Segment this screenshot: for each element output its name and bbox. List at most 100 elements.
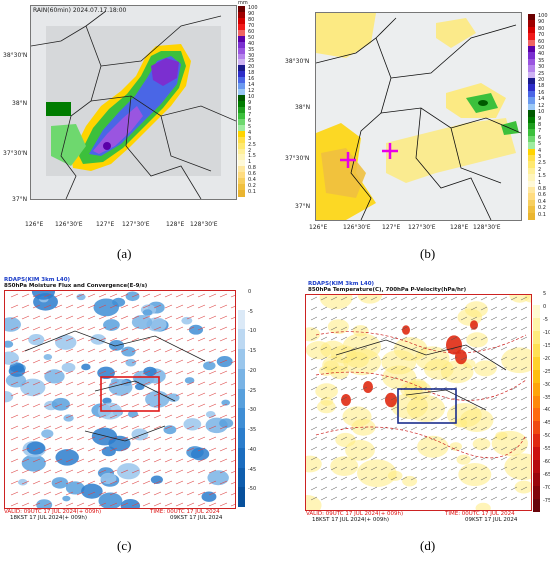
colorbar-label: -45 <box>248 466 257 473</box>
colorbar-segment <box>238 136 245 144</box>
colorbar-label: 5 <box>543 291 547 297</box>
colorbar-segment <box>533 408 540 422</box>
colorbar-segment <box>528 161 535 169</box>
colorbar-segment <box>528 103 535 111</box>
colorbar-label: 7 <box>538 128 542 135</box>
colorbar-label: 16 <box>248 76 255 83</box>
station-marker-1 <box>340 152 356 168</box>
colorbar-segment <box>528 14 535 21</box>
colorbar-segment <box>238 154 245 161</box>
colorbar-label: -10 <box>543 329 550 336</box>
colorbar-segment <box>238 95 245 102</box>
colorbar-segment <box>238 447 245 469</box>
panel-label-c: (c) <box>117 538 132 553</box>
colorbar-unit: mm <box>238 0 248 6</box>
colorbar-segment <box>238 83 245 90</box>
colorbar-segment <box>238 6 245 13</box>
colorbar-segment <box>238 408 245 429</box>
colorbar-d: 5 0 -5 -10 -15 -20 -25 -30 -35 -40 -45 -50 -55 -60 -65… <box>533 291 550 513</box>
map-a-title: RAIN(60min) 2024.07.17.18:00 <box>33 7 127 14</box>
colorbar-segment <box>533 292 540 306</box>
colorbar-segment <box>238 35 245 43</box>
colorbar-label: 0.4 <box>538 198 546 205</box>
colorbar-label: 0.2 <box>248 183 256 190</box>
lat-tick: 37°30'N <box>285 155 310 162</box>
colorbar-segment <box>528 212 535 220</box>
init-time-kst: 09KST 17 JUL 2024 <box>465 517 518 523</box>
colorbar-segment <box>533 304 540 319</box>
colorbar-segment <box>533 473 540 487</box>
colorbar-label: 0.8 <box>538 185 546 192</box>
colorbar-label: 0 <box>543 303 547 310</box>
colorbar-segment <box>528 167 535 175</box>
colorbar-segment <box>238 148 245 155</box>
colorbar-segment <box>238 11 245 19</box>
colorbar-label: -55 <box>543 446 550 453</box>
colorbar-label: 2 <box>248 147 252 154</box>
model-header: RDAPS(KIM 3km L40) <box>4 277 71 283</box>
colorbar-label: -25 <box>543 368 550 375</box>
colorbar-label: -15 <box>543 342 550 349</box>
colorbar-segment <box>238 106 245 114</box>
lat-tick: 38°N <box>12 100 28 107</box>
rain-map-b <box>315 12 522 221</box>
colorbar-label: -50 <box>248 486 257 493</box>
colorbar-label: 12 <box>248 88 255 95</box>
init-time: TIME: 00UTC 17 JUL 2024 <box>445 511 515 517</box>
lon-tick: 128°30'E <box>190 221 218 228</box>
colorbar-label: 5 <box>248 123 252 130</box>
colorbar-segment <box>528 180 535 188</box>
colorbar-label: 6 <box>538 134 542 141</box>
colorbar-label: 4 <box>248 129 252 136</box>
colorbar-label: 18 <box>538 83 545 90</box>
colorbar-label: -45 <box>543 420 550 427</box>
colorbar-label: -70 <box>543 485 550 492</box>
colorbar-label: 2.5 <box>248 141 256 148</box>
lon-tick: 127°E <box>382 224 401 231</box>
init-time-kst: 09KST 17 JUL 2024 <box>170 515 223 521</box>
colorbar-segment <box>238 349 245 370</box>
colorbar-label: -15 <box>248 348 257 355</box>
colorbar-segment <box>528 20 535 28</box>
lon-tick: 126°E <box>309 224 328 231</box>
colorbar-label: 18 <box>248 70 255 77</box>
colorbar-segment <box>238 41 245 49</box>
lat-tick: 38°N <box>295 104 311 111</box>
colorbar-segment <box>528 65 535 73</box>
colorbar-segment <box>238 329 245 350</box>
colorbar-segment <box>238 428 245 449</box>
panel-c: RDAPS(KIM 3km L40) 850hPa Moisture Flux … <box>0 270 275 561</box>
colorbar-label: 100 <box>248 5 258 11</box>
colorbar-label: 50 <box>538 45 545 52</box>
field-header: 850hPa Temperature(C), 700hPa P-Velocity… <box>308 287 467 293</box>
colorbar-label: -5 <box>248 308 253 315</box>
lon-tick: 127°30'E <box>408 224 436 231</box>
colorbar-label: 0 <box>248 289 252 295</box>
colorbar-label: 2.5 <box>538 160 546 167</box>
lat-tick: 37°30'N <box>3 150 28 157</box>
colorbar-segment <box>533 421 540 435</box>
colorbar-label: -60 <box>543 459 550 466</box>
colorbar-segment <box>528 122 535 130</box>
colorbar-segment <box>238 118 245 126</box>
colorbar-label: 40 <box>248 40 255 47</box>
colorbar-segment <box>528 174 535 182</box>
colorbar-label: 3 <box>248 135 252 142</box>
colorbar-label: 14 <box>538 96 545 103</box>
colorbar-label: -35 <box>248 427 257 434</box>
rain-map-a: RAIN(60min) 2024.07.17.18:00 <box>30 5 237 200</box>
colorbar-segment <box>528 142 535 150</box>
colorbar-label: 1 <box>248 159 252 166</box>
colorbar-label: -20 <box>248 367 257 374</box>
colorbar-segment <box>533 317 540 332</box>
colorbar-segment <box>528 129 535 137</box>
colorbar-label: 1.5 <box>248 153 256 160</box>
colorbar-segment <box>238 77 245 84</box>
colorbar-label: 30 <box>248 52 255 59</box>
panel-label-a: (a) <box>117 246 132 261</box>
lon-tick: 126°30'E <box>343 224 371 231</box>
colorbar-segment <box>528 71 535 79</box>
colorbar-segment <box>528 26 535 34</box>
colorbar-label: -40 <box>543 407 550 414</box>
colorbar-segment <box>528 154 535 162</box>
